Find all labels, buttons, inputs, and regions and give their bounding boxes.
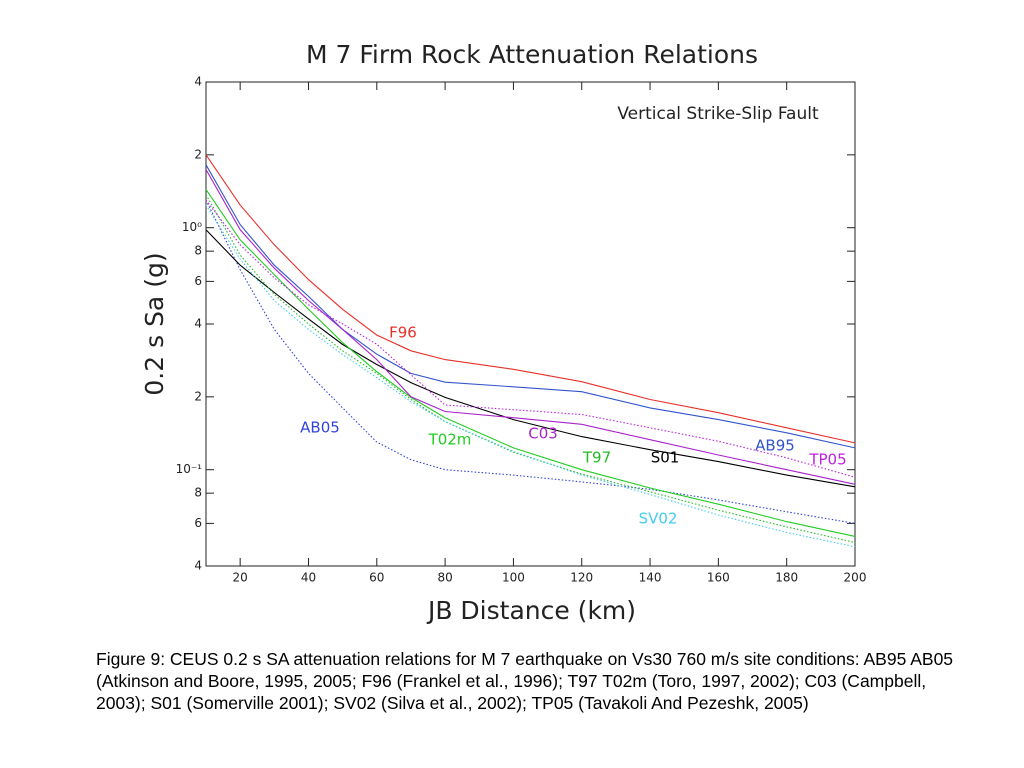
y-tick-label: 8 (194, 486, 202, 500)
plot-frame (205, 81, 856, 567)
y-tick-label: 10⁰ (182, 220, 202, 234)
x-tick-label: 20 (233, 571, 248, 585)
x-tick-label: 180 (775, 571, 798, 585)
y-axis-label: 0.2 s Sa (g) (140, 252, 169, 395)
series-line (205, 154, 856, 444)
x-tick-label: 200 (844, 571, 867, 585)
chart: M 7 Firm Rock Attenuation Relations Vert… (140, 40, 867, 625)
y-tick-label: 8 (194, 244, 202, 258)
y-tick-label: 2 (194, 389, 202, 403)
x-tick-label: 100 (502, 571, 525, 585)
series-line (205, 169, 856, 485)
series-line (205, 204, 856, 548)
series-label: T97 (582, 449, 611, 467)
x-tick-label: 80 (437, 571, 452, 585)
x-tick-label: 120 (570, 571, 593, 585)
x-axis-label: JB Distance (km) (426, 596, 636, 625)
series-label: TP05 (808, 451, 846, 469)
series-line (205, 189, 856, 537)
series-label: AB05 (300, 419, 340, 437)
y-tick-label: 6 (194, 274, 202, 288)
series-line (205, 164, 856, 449)
series-label: T02m (428, 431, 472, 449)
chart-title: M 7 Firm Rock Attenuation Relations (306, 40, 758, 69)
y-tick-label: 10⁻¹ (176, 462, 203, 476)
x-tick-label: 160 (707, 571, 730, 585)
series-line (205, 199, 856, 478)
series-label: C03 (528, 425, 558, 443)
y-tick-label: 4 (194, 317, 202, 331)
y-tick-label: 4 (194, 559, 202, 573)
x-tick-label: 40 (301, 571, 316, 585)
x-tick-label: 60 (369, 571, 384, 585)
y-tick-label: 6 (194, 516, 202, 530)
series-line (205, 194, 856, 544)
y-tick-label: 2 (194, 147, 202, 161)
series-line (205, 199, 856, 524)
series-label: AB95 (755, 437, 795, 455)
series-label: F96 (389, 324, 417, 342)
series-label: S01 (651, 449, 680, 467)
x-tick-label: 140 (639, 571, 662, 585)
series-label: SV02 (639, 510, 678, 528)
caption: Figure 9: CEUS 0.2 s SA attenuation rela… (96, 649, 954, 713)
annotation: Vertical Strike-Slip Fault (617, 104, 819, 124)
y-tick-label: 4 (194, 75, 202, 89)
